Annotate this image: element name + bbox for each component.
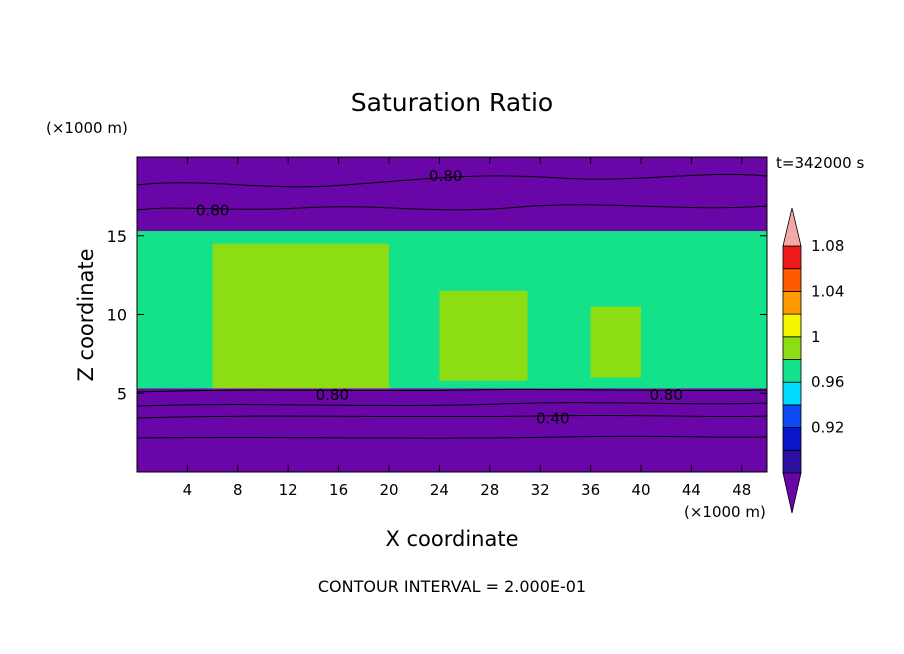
colorbar-top-arrow [782,207,802,247]
contour-label: 0.80 [649,386,682,404]
contour-line [136,204,768,211]
y-tick-label: 10 [107,306,127,325]
colorbar-box [782,268,802,292]
colorbar-box [782,427,802,451]
x-tick-label: 44 [682,481,701,499]
colorbar-bottom-arrow [782,472,802,514]
contour-label: 0.80 [316,386,349,404]
colorbar-box [782,336,802,360]
x-tick-label: 40 [631,481,650,499]
x-tick-label: 16 [329,481,348,499]
x-axis-unit: (×1000 m) [684,503,766,521]
y-tick-label: 5 [117,384,127,403]
x-axis-label: X coordinate [385,527,519,551]
x-tick-label: 28 [480,481,499,499]
colorbar-label: 1.04 [811,282,844,300]
contour-label: 0.80 [429,167,462,185]
contour-label: 0.80 [196,202,229,220]
chart-title: Saturation Ratio [350,88,554,117]
region-supersaturated-right [590,306,641,378]
x-tick-label: 48 [732,481,751,499]
colorbar-box [782,449,802,474]
y-axis-unit: (×1000 m) [46,119,128,137]
colorbar-box [782,290,802,315]
region-dry-lower [137,388,767,472]
x-tick-label: 32 [531,481,550,499]
x-tick-label: 36 [581,481,600,499]
contour-line [136,388,768,393]
y-tick-label: 15 [107,227,127,246]
colorbar-label: 1 [811,328,821,346]
region-supersaturated-left [212,243,389,389]
x-tick-label: 8 [233,481,243,499]
x-tick-label: 4 [183,481,193,499]
colorbar-box [782,245,802,270]
colorbar-box [782,313,802,338]
colorbar-label: 0.96 [811,373,844,391]
contour-line [136,402,768,407]
colorbar-label: 1.08 [811,237,844,255]
contour-line [136,435,768,439]
colorbar-box [782,381,802,406]
region-supersaturated-center [439,290,528,381]
time-label: t=342000 s [776,154,865,172]
x-tick-label: 12 [279,481,298,499]
colorbar-box [782,404,802,428]
contour-line [136,414,768,419]
x-tick-label: 20 [379,481,398,499]
contour-line [136,173,768,188]
colorbar-label: 0.92 [811,419,844,437]
colorbar-box [782,359,802,383]
contour-label: 0.40 [536,409,569,427]
x-tick-label: 24 [430,481,449,499]
region-dry-upper [137,157,767,228]
contour-interval-label: CONTOUR INTERVAL = 2.000E-01 [317,577,587,596]
